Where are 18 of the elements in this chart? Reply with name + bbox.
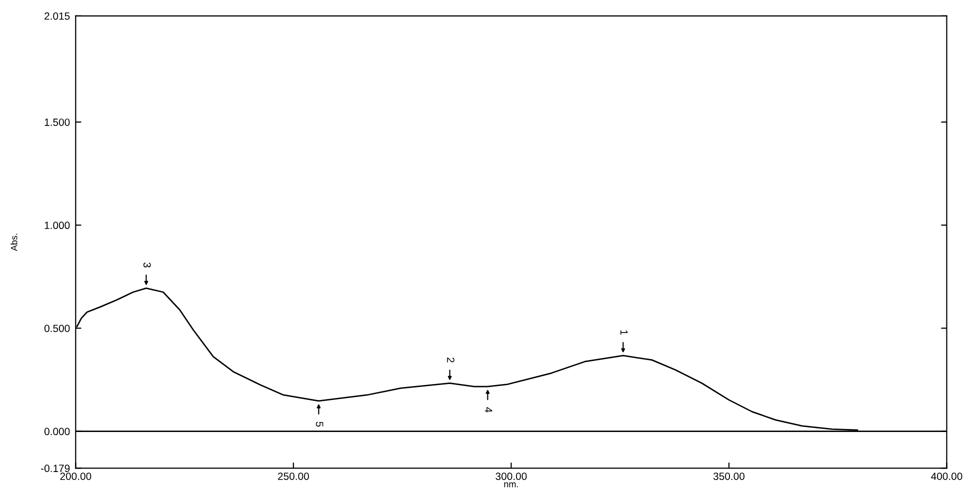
x-tick-label: 400.00 bbox=[931, 472, 962, 480]
annotation: 4 bbox=[484, 407, 492, 412]
annotation: 2 bbox=[447, 358, 454, 362]
annotation: 3 bbox=[143, 262, 151, 268]
y-axis-title: Abs. bbox=[10, 234, 18, 252]
x-tick-label: 250.00 bbox=[278, 472, 309, 480]
annotation: 5 bbox=[316, 422, 324, 427]
x-tick-label: 350.00 bbox=[713, 472, 744, 480]
y-tick-label: -0.179 bbox=[41, 464, 70, 472]
x-tick-label: 300.00 bbox=[496, 472, 527, 480]
x-axis-title: nm. bbox=[504, 482, 518, 488]
y-tick-label: 0.000 bbox=[44, 428, 70, 436]
x-tick-label: 200.00 bbox=[60, 472, 92, 480]
annotation: 1 bbox=[620, 330, 628, 335]
y-tick-label: 0.500 bbox=[44, 324, 70, 332]
y-tick-label: 1.000 bbox=[44, 222, 70, 230]
y-tick-label: 2.015 bbox=[44, 12, 70, 20]
y-tick-label: 1.500 bbox=[44, 118, 70, 126]
